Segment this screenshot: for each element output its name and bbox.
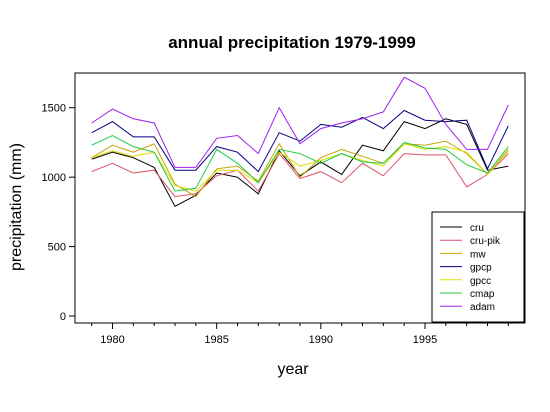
- series-line-gpcc: [91, 143, 509, 192]
- legend-label-gpcc: gpcc: [470, 276, 491, 287]
- y-tick-label: 0: [60, 311, 66, 323]
- legend: cru cru-pik mw gpcp gpcc cmap adam: [431, 211, 525, 323]
- legend-label-adam: adam: [470, 302, 495, 313]
- chart-title: annual precipitation 1979-1999: [168, 33, 416, 52]
- x-axis-label: year: [277, 361, 309, 378]
- x-tick-label: 1990: [309, 334, 333, 346]
- series-line-cru: [91, 118, 509, 207]
- series-line-mw: [91, 140, 509, 198]
- series-line-gpcp: [91, 109, 509, 173]
- y-tick-label: 500: [48, 242, 66, 254]
- legend-label-cru-pik: cru-pik: [470, 236, 501, 247]
- y-tick-label: 1500: [42, 103, 66, 115]
- y-tick-label: 1000: [42, 172, 66, 184]
- series-line-cru-pik: [91, 152, 509, 198]
- series-line-cmap: [91, 134, 509, 192]
- legend-label-cru: cru: [470, 223, 484, 234]
- y-axis: 0 500 1000 1500: [42, 103, 75, 323]
- legend-label-mw: mw: [470, 249, 486, 260]
- legend-label-cmap: cmap: [470, 289, 495, 300]
- series-line-adam: [91, 76, 509, 168]
- legend-label-gpcp: gpcp: [470, 263, 492, 274]
- series-layer: [91, 76, 509, 207]
- x-tick-label: 1995: [413, 334, 437, 346]
- y-axis-label: precipitation (mm): [8, 143, 25, 271]
- x-tick-label: 1985: [204, 334, 228, 346]
- x-axis: 1980 1985 1990 1995: [91, 323, 509, 346]
- x-tick-label: 1980: [100, 334, 124, 346]
